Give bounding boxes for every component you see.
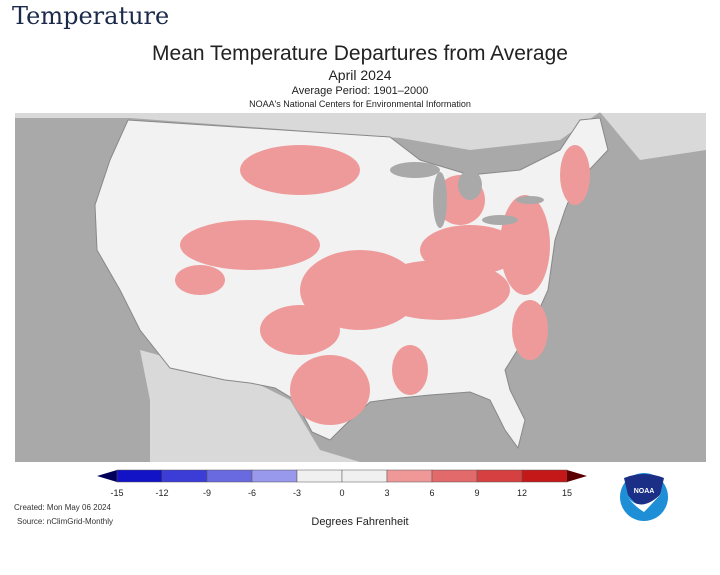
canada-region bbox=[15, 112, 706, 160]
legend-high-arrow bbox=[567, 470, 587, 482]
legend-swatch bbox=[116, 469, 163, 483]
legend-swatch bbox=[476, 469, 523, 483]
source-org: NOAA's National Centers for Environmenta… bbox=[249, 99, 471, 109]
legend-swatch bbox=[431, 469, 478, 483]
legend-swatch bbox=[206, 469, 253, 483]
map-period: April 2024 bbox=[328, 67, 392, 83]
mexico-region bbox=[140, 350, 360, 462]
legend-swatch bbox=[521, 469, 568, 483]
legend-tick-label: -9 bbox=[202, 488, 211, 498]
legend-tick-label: 15 bbox=[561, 488, 572, 498]
legend-tick-label: 3 bbox=[384, 488, 390, 498]
legend-tick-label: -15 bbox=[110, 488, 124, 498]
legend-tick-label: -12 bbox=[155, 488, 169, 498]
created-date: Created: Mon May 06 2024 bbox=[14, 503, 111, 512]
legend-tick-label: 6 bbox=[429, 488, 435, 498]
svg-text:NOAA: NOAA bbox=[634, 488, 655, 495]
legend-tick-label: 0 bbox=[339, 488, 345, 498]
above-average-regions bbox=[175, 145, 590, 425]
legend-tick-label: 12 bbox=[516, 488, 527, 498]
legend-swatch bbox=[341, 469, 388, 483]
legend-low-arrow bbox=[97, 470, 117, 482]
legend-tick-label: -3 bbox=[292, 488, 301, 498]
legend-tick-label: 9 bbox=[474, 488, 480, 498]
legend-tick-label: -6 bbox=[247, 488, 256, 498]
legend-swatch bbox=[251, 469, 298, 483]
legend-swatch bbox=[386, 469, 433, 483]
units-label: Degrees Fahrenheit bbox=[311, 516, 409, 528]
great-lakes bbox=[390, 162, 544, 228]
noaa-logo: NOAA bbox=[620, 473, 668, 521]
map-title: Mean Temperature Departures from Average bbox=[152, 42, 568, 65]
legend-swatch bbox=[296, 469, 343, 483]
data-source: Source: nClimGrid-Monthly bbox=[17, 517, 114, 526]
legend-swatch bbox=[161, 469, 208, 483]
legend-colorbar bbox=[97, 469, 587, 483]
average-period: Average Period: 1901–2000 bbox=[291, 85, 429, 97]
page-heading: Temperature bbox=[12, 2, 170, 30]
